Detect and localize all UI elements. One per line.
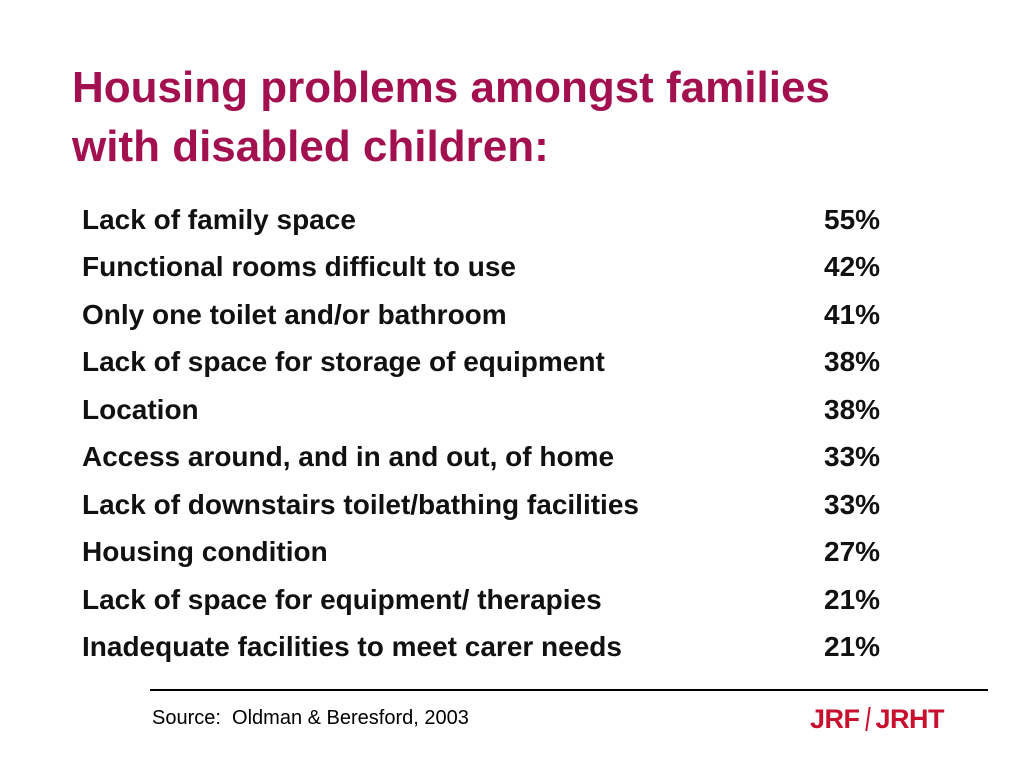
problem-percent: 41% xyxy=(824,298,881,330)
table-row: Lack of family space 55% xyxy=(82,196,902,244)
table-row: Access around, and in and out, of home 3… xyxy=(82,434,902,482)
problem-label: Lack of space for storage of equipment xyxy=(82,346,605,378)
problem-percent: 42% xyxy=(824,251,881,283)
slide-title: Housing problems amongst families with d… xyxy=(72,58,992,176)
problem-percent: 38% xyxy=(824,393,881,425)
table-row: Only one toilet and/or bathroom 41% xyxy=(82,291,902,339)
jrf-jrht-logo: JRF JRHT xyxy=(810,702,945,736)
footer-divider xyxy=(150,689,988,691)
problem-label: Housing condition xyxy=(82,536,328,568)
problem-percent: 33% xyxy=(824,441,881,473)
problem-percent: 55% xyxy=(824,203,881,235)
logo-divider xyxy=(864,707,871,731)
problem-label: Lack of family space xyxy=(82,203,356,235)
table-row: Location 38% xyxy=(82,386,902,434)
table-row: Housing condition 27% xyxy=(82,529,902,577)
title-line-2: with disabled children: xyxy=(72,122,549,171)
problem-label: Only one toilet and/or bathroom xyxy=(82,298,507,330)
problem-percent: 21% xyxy=(824,583,881,615)
problem-percent: 38% xyxy=(824,346,881,378)
housing-problems-table: Lack of family space 55% Functional room… xyxy=(82,196,902,671)
problem-label: Access around, and in and out, of home xyxy=(82,441,615,473)
source-citation: Source: Oldman & Beresford, 2003 xyxy=(152,707,469,729)
table-row: Functional rooms difficult to use 42% xyxy=(82,244,902,292)
problem-label: Lack of space for equipment/ therapies xyxy=(82,583,602,615)
logo-jrht-text: JRHT xyxy=(875,704,945,734)
problem-percent: 21% xyxy=(824,631,881,663)
problem-label: Functional rooms difficult to use xyxy=(82,251,516,283)
table-row: Lack of downstairs toilet/bathing facili… xyxy=(82,481,902,529)
problem-label: Lack of downstairs toilet/bathing facili… xyxy=(82,488,639,520)
logo-jrf-text: JRF xyxy=(810,704,860,734)
table-row: Lack of space for equipment/ therapies 2… xyxy=(82,576,902,624)
problem-label: Location xyxy=(82,393,199,425)
title-line-1: Housing problems amongst families xyxy=(72,63,830,112)
problem-label: Inadequate facilities to meet carer need… xyxy=(82,631,622,663)
problem-percent: 27% xyxy=(824,536,881,568)
problem-percent: 33% xyxy=(824,488,881,520)
table-row: Lack of space for storage of equipment 3… xyxy=(82,339,902,387)
table-row: Inadequate facilities to meet carer need… xyxy=(82,624,902,672)
